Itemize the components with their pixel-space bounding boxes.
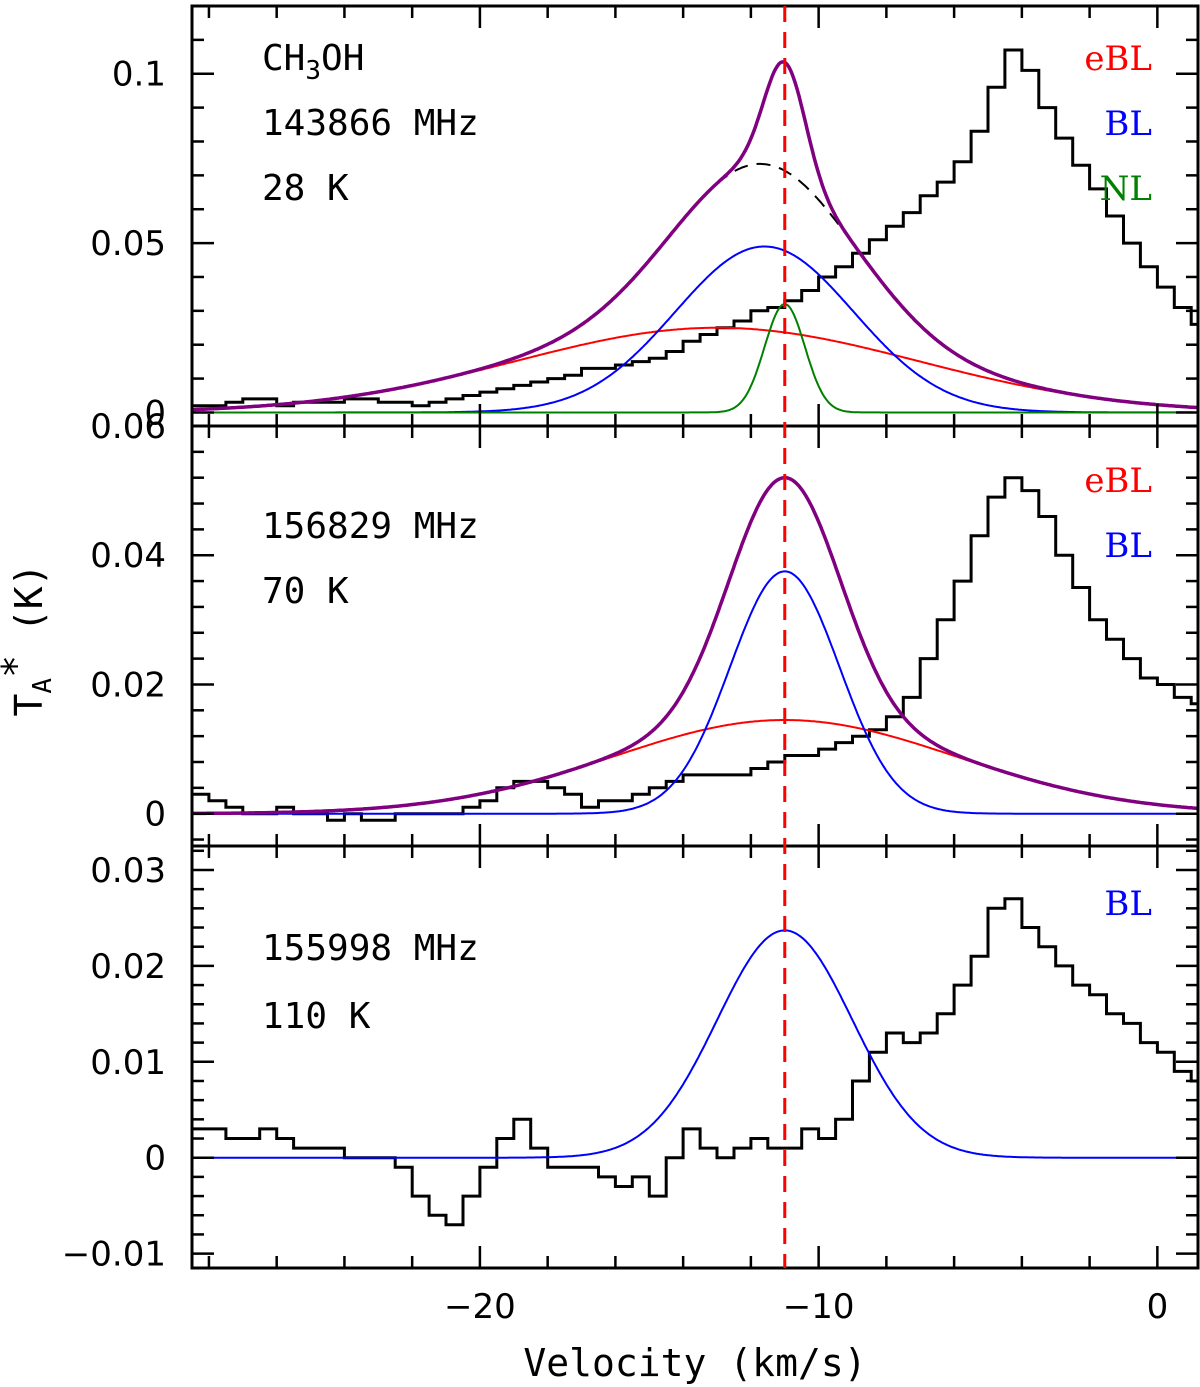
y-tick-label: 0.02 bbox=[90, 666, 166, 706]
fit-bl bbox=[192, 570, 1198, 815]
panel-156829: 0 0.02 0.04 156829 MHz 70 K eBL BL bbox=[90, 424, 1200, 848]
y-tick-label-top: 0.06 bbox=[90, 407, 166, 447]
y-tick-label: 0.02 bbox=[90, 947, 166, 987]
y-tick-label: −0.01 bbox=[62, 1235, 166, 1275]
y-axis-title: TA* (K) bbox=[0, 564, 58, 717]
legend-ebl: eBL bbox=[1084, 461, 1152, 501]
fit-total bbox=[192, 475, 1198, 816]
molecule-label: CH3OH bbox=[262, 38, 364, 86]
plot-frame bbox=[190, 844, 1200, 1270]
energy-label: 110 K bbox=[262, 996, 371, 1037]
legend-bl: BL bbox=[1104, 526, 1152, 566]
fit-nl bbox=[192, 303, 1198, 414]
energy-label: 28 K bbox=[262, 168, 349, 209]
y-tick-label: 0.05 bbox=[90, 224, 166, 264]
x-axis-title: Velocity (km/s) bbox=[523, 1341, 866, 1385]
x-tick-label: −20 bbox=[444, 1287, 516, 1327]
y-tick-label: 0.01 bbox=[90, 1043, 166, 1083]
y-tick-label: 0.03 bbox=[90, 851, 166, 891]
x-tick-label: 0 bbox=[1147, 1287, 1169, 1327]
y-tick-label: 0 bbox=[144, 394, 166, 434]
observed-spectrum bbox=[192, 897, 1198, 1227]
legend-nl: NL bbox=[1100, 169, 1152, 209]
panel-143866: 0 0.05 0.1 CH3OH 143866 MHz 28 K eBL BL NL… bbox=[90, 4, 1200, 447]
legend-ebl: eBL bbox=[1084, 39, 1152, 79]
fit-ebl bbox=[192, 719, 1198, 815]
frequency-label: 143866 MHz bbox=[262, 103, 479, 144]
y-tick-label: 0 bbox=[144, 1139, 166, 1179]
y-tick-label: 0 bbox=[144, 795, 166, 835]
panel-155998: −0.01 0 0.01 0.02 0.03 155998 MHz 110 K BL bbox=[62, 844, 1200, 1275]
frequency-label: 155998 MHz bbox=[262, 928, 479, 969]
frequency-label: 156829 MHz bbox=[262, 506, 479, 547]
y-tick-label: 0.1 bbox=[112, 55, 166, 95]
energy-label: 70 K bbox=[262, 571, 349, 612]
fit-total bbox=[192, 60, 1198, 412]
x-tick-labels: −20 −10 0 bbox=[444, 1287, 1168, 1327]
observed-spectrum bbox=[192, 48, 1198, 408]
fit-bl bbox=[192, 929, 1198, 1159]
legend-bl: BL bbox=[1104, 884, 1152, 924]
y-tick-label: 0.04 bbox=[90, 536, 166, 576]
x-tick-label: −10 bbox=[783, 1287, 855, 1327]
observed-spectrum bbox=[192, 476, 1198, 822]
legend-bl: BL bbox=[1104, 104, 1152, 144]
